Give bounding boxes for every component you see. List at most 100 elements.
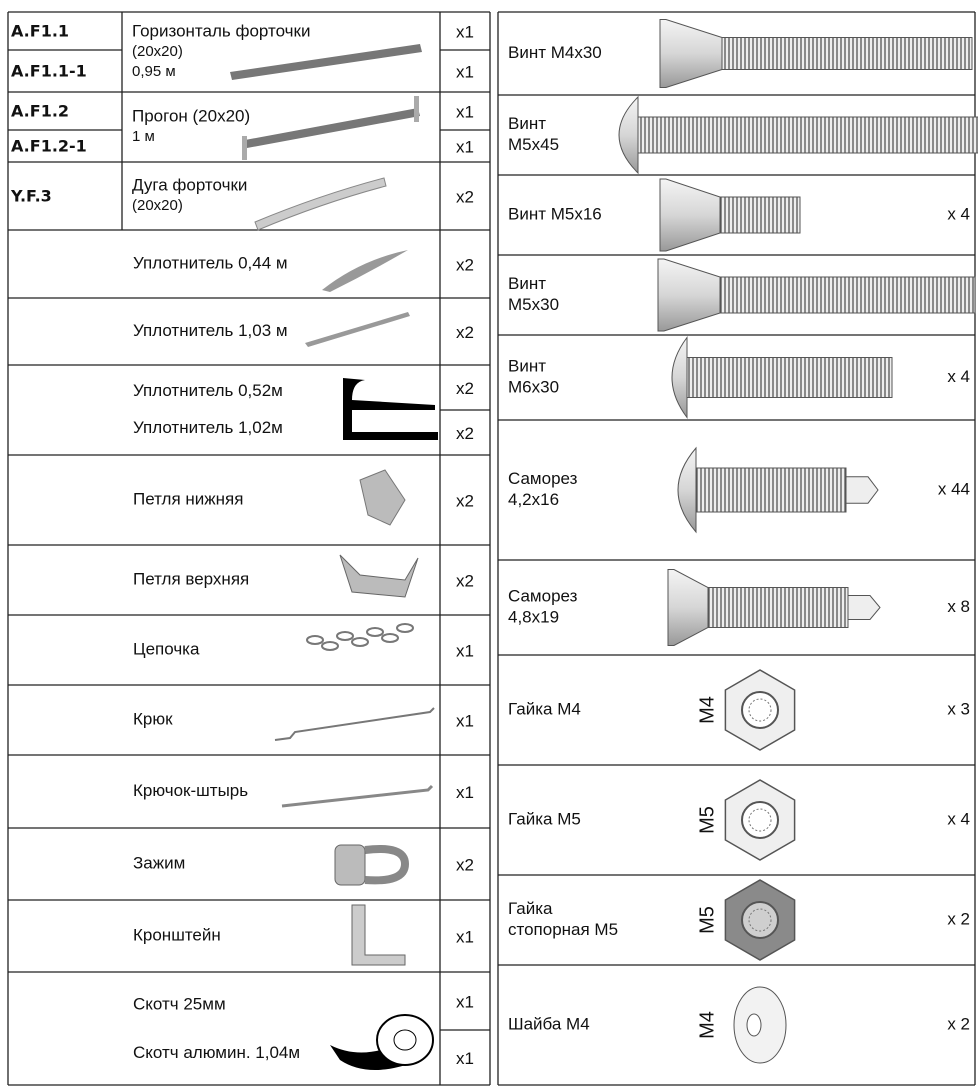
part-name: М5х45 — [508, 135, 559, 154]
part-name: Саморез — [508, 586, 578, 605]
thread — [707, 587, 849, 628]
thread — [721, 37, 973, 70]
quantity: x1 — [456, 711, 474, 730]
part-icon — [254, 177, 387, 231]
arc — [254, 177, 387, 231]
quantity: x2 — [456, 491, 474, 510]
part-name: Дуга форточки — [132, 175, 247, 194]
chain-link — [381, 633, 399, 643]
part-name: Винт М4х30 — [508, 43, 602, 62]
part-name: Горизонталь форточки — [132, 21, 310, 40]
part-name: Шайба М4 — [508, 1014, 590, 1033]
head — [618, 95, 639, 175]
part-icon — [343, 378, 438, 440]
chain-link — [321, 641, 339, 651]
part-name: Винт — [508, 356, 546, 375]
part-icon — [724, 779, 796, 861]
part-name: Винт — [508, 274, 546, 293]
flange — [242, 136, 247, 160]
part-name: Уплотнитель 1,03 м — [133, 321, 288, 340]
thread — [719, 276, 976, 314]
l-profile — [343, 378, 438, 440]
clamp — [334, 844, 366, 886]
part-icon — [306, 623, 414, 651]
flange — [414, 96, 419, 122]
tip — [847, 595, 881, 620]
nut-bore — [741, 801, 779, 839]
hook — [274, 707, 435, 741]
head — [657, 258, 721, 332]
part-name: Прогон (20x20) — [132, 106, 250, 125]
part-icon — [733, 986, 787, 1064]
quantity: x2 — [456, 323, 474, 342]
part-name: Гайка М4 — [508, 699, 581, 718]
part-name: 1 м — [132, 128, 155, 145]
part-name: Винт — [508, 114, 546, 133]
thread — [719, 196, 801, 234]
thread — [637, 116, 978, 154]
part-name: Саморез — [508, 469, 578, 488]
part-name: Крючок-штырь — [133, 781, 248, 800]
quantity: x2 — [456, 424, 474, 443]
chain-link — [336, 631, 354, 641]
size-mark: М4 — [696, 696, 718, 724]
bracket — [351, 904, 406, 966]
head — [667, 569, 709, 646]
part-icon — [659, 19, 973, 88]
part-code: A.F1.1 — [11, 22, 69, 41]
part-code: A.F1.2 — [11, 102, 69, 121]
quantity: x 8 — [947, 597, 970, 616]
part-name: Петля нижняя — [133, 489, 243, 508]
part-name: Гайка М5 — [508, 809, 581, 828]
part-name: Уплотнитель 1,02м — [133, 418, 283, 437]
part-name: М6х30 — [508, 377, 559, 396]
chain-link — [396, 623, 414, 633]
part-icon — [242, 96, 420, 160]
part-icon — [339, 554, 419, 598]
quantity: x2 — [456, 571, 474, 590]
part-icon — [230, 44, 422, 80]
part-name: (20x20) — [132, 43, 183, 60]
quantity: x1 — [456, 22, 474, 41]
hinge — [339, 554, 419, 598]
quantity: x2 — [456, 379, 474, 398]
part-code: A.F1.2-1 — [11, 137, 87, 156]
quantity: x2 — [456, 855, 474, 874]
part-code: Y.F.3 — [10, 187, 52, 206]
quantity: x 4 — [947, 367, 970, 386]
part-name: Кронштейн — [133, 925, 221, 944]
quantity: x1 — [456, 1049, 474, 1068]
part-icon — [657, 258, 976, 332]
part-icon — [724, 669, 796, 751]
head — [659, 178, 721, 252]
nut-bore — [741, 901, 779, 939]
part-icon — [677, 446, 879, 534]
quantity: x 3 — [947, 699, 970, 718]
part-code: A.F1.1-1 — [11, 62, 87, 81]
thread — [695, 467, 847, 513]
quantity: x 4 — [947, 204, 970, 223]
washer-hole — [746, 1013, 762, 1037]
part-name: Уплотнитель 0,52м — [133, 381, 283, 400]
quantity: x1 — [456, 992, 474, 1011]
clamp-u — [364, 845, 410, 885]
head — [671, 335, 688, 420]
quantity: x1 — [456, 927, 474, 946]
size-mark: М5 — [696, 806, 718, 834]
profile — [230, 44, 422, 80]
thread — [686, 357, 893, 398]
strip — [305, 312, 410, 347]
part-name: стопорная М5 — [508, 920, 618, 939]
quantity: x1 — [456, 137, 474, 156]
quantity: x1 — [456, 641, 474, 660]
part-name: Петля верхняя — [133, 569, 249, 588]
chain-link — [351, 637, 369, 647]
part-icon — [618, 95, 978, 175]
hinge — [359, 469, 406, 526]
pin — [281, 784, 434, 808]
part-icon — [724, 879, 796, 961]
chain-link — [306, 635, 324, 645]
part-name: 4,2х16 — [508, 490, 559, 509]
nut-thread — [748, 698, 772, 722]
